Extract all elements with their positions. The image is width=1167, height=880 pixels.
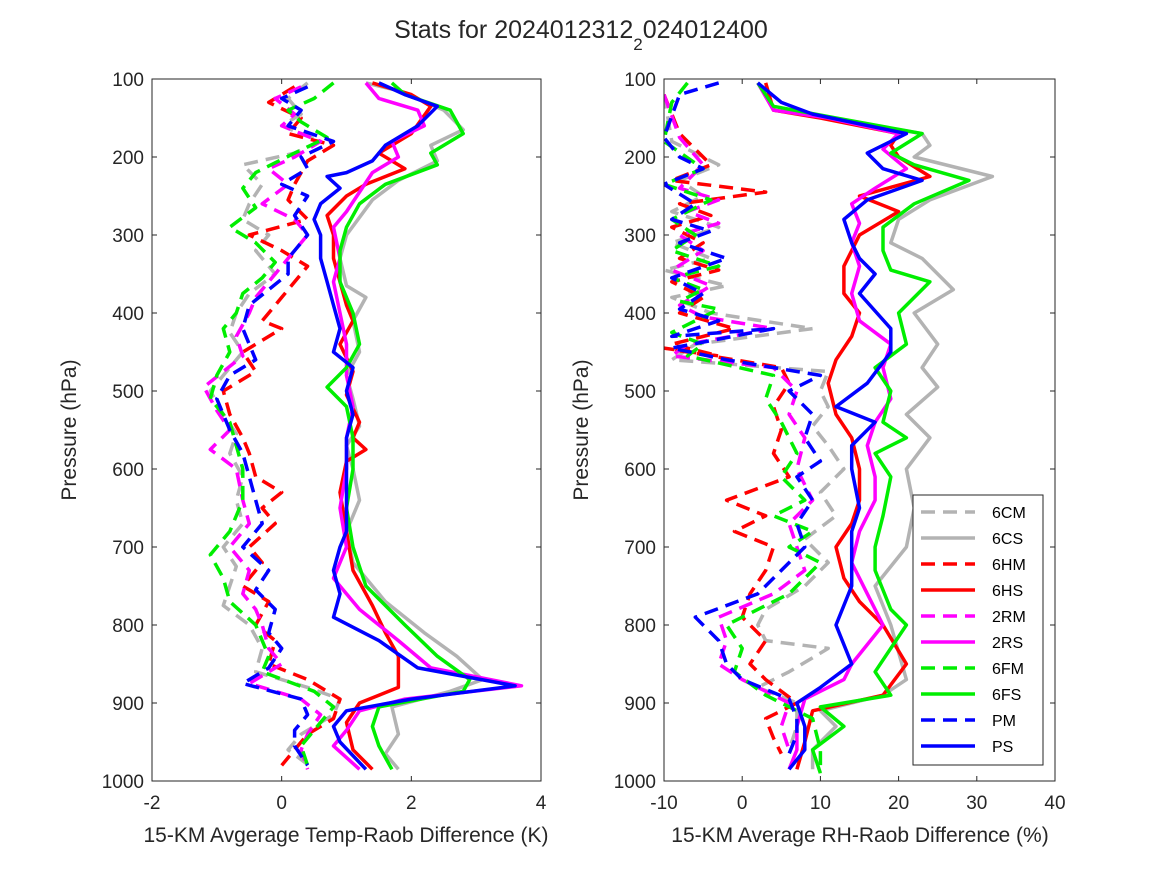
y-tick-label: 200 xyxy=(112,148,144,169)
x-tick-label: -2 xyxy=(144,793,161,814)
y-tick-label: 400 xyxy=(112,304,144,325)
legend-entry: 6HM xyxy=(992,557,1026,574)
y-tick-label: 400 xyxy=(624,304,656,325)
series-line-pm xyxy=(215,85,336,767)
y-tick-label: 100 xyxy=(624,70,656,91)
series-line-6hm xyxy=(664,93,799,755)
x-tick-label: 2 xyxy=(406,793,417,814)
y-tick-label: 700 xyxy=(112,538,144,559)
legend: 6CM 6CS 6HM 6HS 2RM 2RS 6FM 6FS PM PS xyxy=(912,494,1044,766)
series-line-6fm xyxy=(208,81,336,766)
figure-title: Stats for 20240123122024012400 xyxy=(394,16,768,54)
series-line-6fm xyxy=(664,81,823,774)
legend-entry: PM xyxy=(992,713,1016,730)
legend-box xyxy=(912,494,1044,766)
plot-frame xyxy=(663,78,1056,782)
y-tick-label: 600 xyxy=(112,460,144,481)
y-tick-label: 500 xyxy=(112,382,144,403)
x-axis-label: 15-KM Avgerage Temp-Raob Difference (K) xyxy=(143,824,548,847)
y-axis-label: Pressure (hPa) xyxy=(58,359,81,500)
y-tick-label: 800 xyxy=(624,616,656,637)
x-tick-label: -10 xyxy=(650,793,677,814)
x-axis-label: 15-KM Average RH-Raob Difference (%) xyxy=(671,824,1048,847)
series-line-2rs xyxy=(331,81,524,771)
y-tick-label: 100 xyxy=(112,70,144,91)
y-tick-label: 800 xyxy=(112,616,144,637)
x-tick-label: 0 xyxy=(276,793,287,814)
series-line-6hm xyxy=(221,85,342,767)
plot-frame xyxy=(151,78,542,782)
y-tick-label: 200 xyxy=(624,148,656,169)
y-axis-label: Pressure (hPa) xyxy=(570,359,593,500)
series-line-6fs xyxy=(756,81,971,774)
temp-panel: -2 0 2 4 100 200 300 400 500 600 700 800 900 1000 15-K… xyxy=(58,70,549,847)
legend-entry: PS xyxy=(992,739,1013,756)
y-tick-label: 700 xyxy=(624,538,656,559)
y-tick-label: 500 xyxy=(624,382,656,403)
series-line-6cs xyxy=(756,82,995,770)
legend-entry: 6CS xyxy=(992,531,1023,548)
legend-entry: 6CM xyxy=(992,505,1026,522)
x-tick-label: 40 xyxy=(1044,793,1065,814)
series-line-2rm xyxy=(202,85,323,770)
series-group xyxy=(664,81,995,774)
legend-entry: 2RM xyxy=(992,609,1026,626)
rh-panel: -10 0 10 20 30 40 100 200 300 400 500 600 700 800 900 1… xyxy=(570,70,1066,847)
series-line-pm xyxy=(664,81,823,755)
x-tick-label: 0 xyxy=(737,793,748,814)
y-tick-label: 1000 xyxy=(614,772,656,793)
legend-entry: 6HS xyxy=(992,583,1023,600)
legend-entry: 6FS xyxy=(992,687,1021,704)
y-tick-label: 600 xyxy=(624,460,656,481)
series-line-ps xyxy=(312,81,517,771)
y-tick-label: 300 xyxy=(112,226,144,247)
y-tick-label: 300 xyxy=(624,226,656,247)
y-tick-label: 900 xyxy=(624,694,656,715)
y-tick-label: 900 xyxy=(112,694,144,715)
x-tick-label: 10 xyxy=(810,793,831,814)
x-tick-label: 4 xyxy=(536,793,547,814)
series-line-2rs xyxy=(756,82,909,770)
series-line-ps xyxy=(756,81,924,771)
x-tick-label: 20 xyxy=(888,793,909,814)
series-group xyxy=(202,81,524,771)
legend-entry: 2RS xyxy=(992,635,1023,652)
legend-entry: 6FM xyxy=(992,661,1024,678)
y-tick-label: 1000 xyxy=(102,772,144,793)
x-tick-label: 30 xyxy=(966,793,987,814)
series-line-6fs xyxy=(325,81,472,771)
